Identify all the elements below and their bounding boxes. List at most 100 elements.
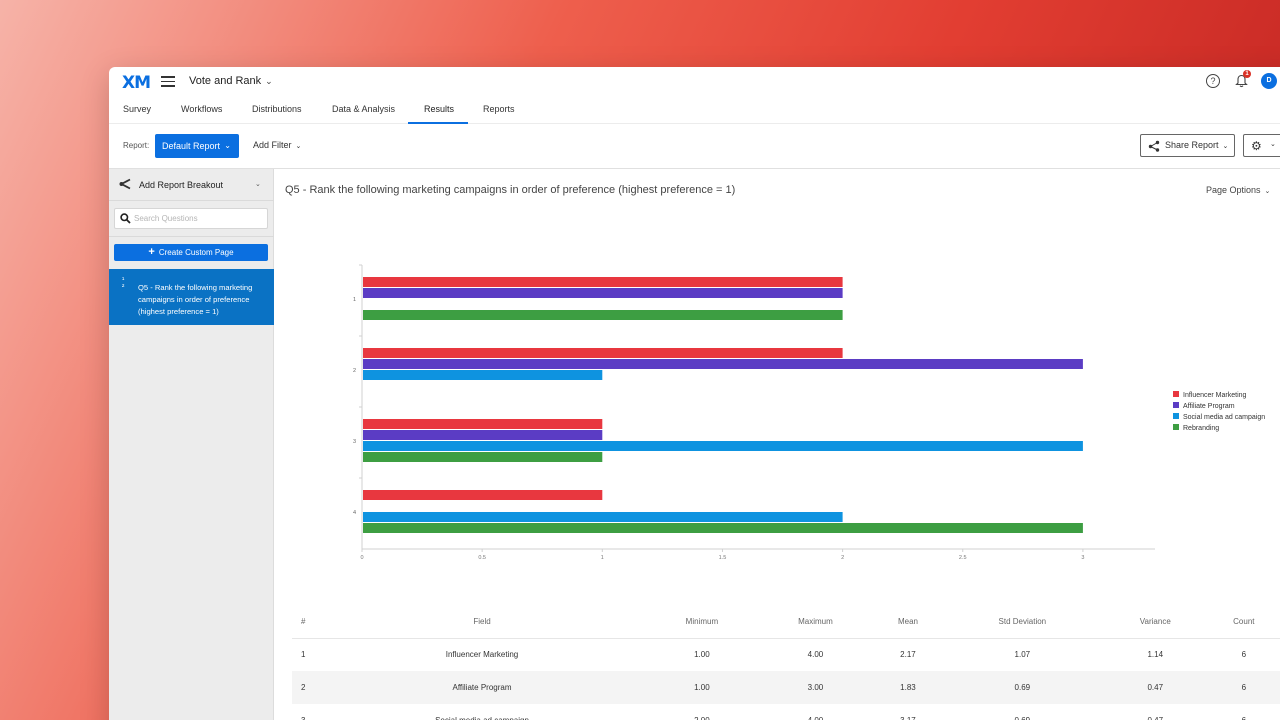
table-header: Count <box>1207 605 1280 639</box>
tab-survey[interactable]: Survey <box>123 104 152 114</box>
add-report-breakout[interactable]: Add Report Breakout ⌄ <box>109 169 274 201</box>
xm-logo[interactable]: XM <box>122 73 151 93</box>
top-bar: XM Vote and Rank ⌄ ? 1 D <box>109 67 1280 97</box>
legend-label: Social media ad campaign <box>1183 414 1265 421</box>
add-filter-label: Add Filter <box>253 140 292 150</box>
legend-swatch <box>1173 424 1179 430</box>
main-content: Q5 - Rank the following marketing campai… <box>275 169 1280 720</box>
share-icon <box>1148 140 1160 152</box>
project-title[interactable]: Vote and Rank ⌄ <box>189 75 273 87</box>
table-cell: 6 <box>1241 650 1247 660</box>
table-cell: 1.83 <box>874 671 942 704</box>
table-cell: 0.69 <box>941 671 1103 704</box>
y-tick-label: 4 <box>353 510 356 516</box>
table-cell: Social media ad campaign <box>317 704 647 720</box>
create-custom-page-button[interactable]: + Create Custom Page <box>114 244 268 261</box>
table-header: Maximum <box>756 605 875 639</box>
bar <box>363 452 603 462</box>
table-header: Std Deviation <box>941 605 1103 639</box>
report-toolbar: Report: Default Report ⌄ Add Filter ⌄ Shar… <box>109 124 1280 169</box>
table-cell: 0.47 <box>1103 704 1208 720</box>
legend-label: Influencer Marketing <box>1183 392 1247 399</box>
statistics-table: # Field Minimum Maximum Mean Std Deviati… <box>292 605 1280 720</box>
notification-badge: 1 <box>1243 70 1251 78</box>
table-header: # <box>292 605 317 639</box>
report-label: Report: <box>123 141 150 150</box>
active-tab-indicator <box>408 122 468 124</box>
bar <box>363 512 843 522</box>
x-tick-label: 0 <box>360 555 363 561</box>
table-row: 2 Affiliate Program 1.00 3.00 1.83 0.69 … <box>292 671 1280 704</box>
bar <box>363 370 603 380</box>
gear-icon: ⚙ <box>1251 139 1262 153</box>
y-tick-label: 1 <box>353 297 356 303</box>
legend-label: Affiliate Program <box>1183 403 1235 410</box>
breakout-icon <box>119 178 131 190</box>
bar <box>363 359 1083 369</box>
divider <box>109 236 274 237</box>
bar <box>363 277 843 287</box>
bar <box>363 430 603 440</box>
table-cell: 0.69 <box>942 704 1103 720</box>
bar <box>363 490 603 500</box>
avatar[interactable]: D <box>1261 73 1277 89</box>
bar <box>363 419 603 429</box>
sidebar-item-label: Q5 - Rank the following marketing campai… <box>138 283 253 316</box>
bar-chart: 1 2 3 4 0 0.5 1 1.5 2 2.5 3 Influencer Marketing Aff… <box>353 264 1265 561</box>
table-cell: 6 <box>1207 671 1280 704</box>
search-icon <box>120 213 131 224</box>
report-select-button[interactable]: Default Report ⌄ <box>155 134 239 158</box>
x-tick-label: 1 <box>601 555 604 561</box>
legend-swatch <box>1173 413 1179 419</box>
page-options-label: Page Options <box>1206 185 1261 195</box>
bar <box>363 523 1083 533</box>
bar <box>363 310 843 320</box>
tab-reports[interactable]: Reports <box>483 104 515 114</box>
table-cell: 1.14 <box>1147 650 1164 660</box>
table-header-row: # Field Minimum Maximum Mean Std Deviati… <box>292 605 1280 639</box>
tab-results[interactable]: Results <box>424 104 455 114</box>
chevron-down-icon: ⌄ <box>1270 141 1276 148</box>
share-report-button[interactable]: Share Report ⌄ <box>1140 134 1235 157</box>
add-filter-button[interactable]: Add Filter ⌄ <box>253 140 301 150</box>
share-report-label: Share Report <box>1165 140 1219 150</box>
tab-data-analysis[interactable]: Data & Analysis <box>332 104 396 114</box>
legend-label: Rebranding <box>1183 425 1219 432</box>
hamburger-menu-icon[interactable] <box>161 76 175 87</box>
chevron-down-icon: ⌄ <box>255 181 261 188</box>
table-cell: 2.00 <box>647 704 757 720</box>
x-tick-label: 2.5 <box>959 555 967 561</box>
table-cell: 3 <box>292 704 317 720</box>
table-row: 3 Social media ad campaign 2.00 4.00 3.1… <box>292 704 1280 720</box>
table-cell: 1.00 <box>694 650 710 660</box>
tab-distributions[interactable]: Distributions <box>252 104 302 114</box>
y-tick-label: 3 <box>353 439 356 445</box>
table-cell: 0.47 <box>1102 671 1208 704</box>
y-tick-label: 2 <box>353 368 356 374</box>
table-cell: 4.00 <box>807 650 824 660</box>
app-window: XM Vote and Rank ⌄ ? 1 D Survey Workflows… <box>109 67 1280 720</box>
nav-tabs: Survey Workflows Distributions Data & An… <box>109 97 1280 124</box>
breakout-label: Add Report Breakout <box>139 180 224 190</box>
project-title-label: Vote and Rank <box>189 75 262 87</box>
help-icon[interactable]: ? <box>1206 74 1220 88</box>
tab-workflows[interactable]: Workflows <box>181 104 223 114</box>
x-tick-label: 1.5 <box>719 555 727 561</box>
chevron-down-icon: ⌄ <box>295 143 302 150</box>
table-cell: 3.00 <box>756 671 875 704</box>
chevron-down-icon: ⌄ <box>1222 143 1229 150</box>
table-header: Variance <box>1102 605 1208 639</box>
chevron-down-icon: ⌄ <box>1264 188 1271 195</box>
page-title: Q5 - Rank the following marketing campai… <box>285 184 736 196</box>
page-options-button[interactable]: Page Options ⌄ <box>1206 185 1270 195</box>
table-cell: Affiliate Program <box>317 671 647 704</box>
chevron-down-icon: ⌄ <box>265 76 273 86</box>
table-row: 1 Influencer Marketing 1.00 4.00 2.17 1.… <box>292 638 1280 671</box>
table-cell: 2 <box>292 671 317 704</box>
create-custom-page-label: Create Custom Page <box>158 248 234 257</box>
search-input[interactable] <box>134 211 264 226</box>
table-header: Minimum <box>647 605 757 639</box>
settings-button[interactable]: ⚙ ⌄ <box>1243 134 1280 157</box>
